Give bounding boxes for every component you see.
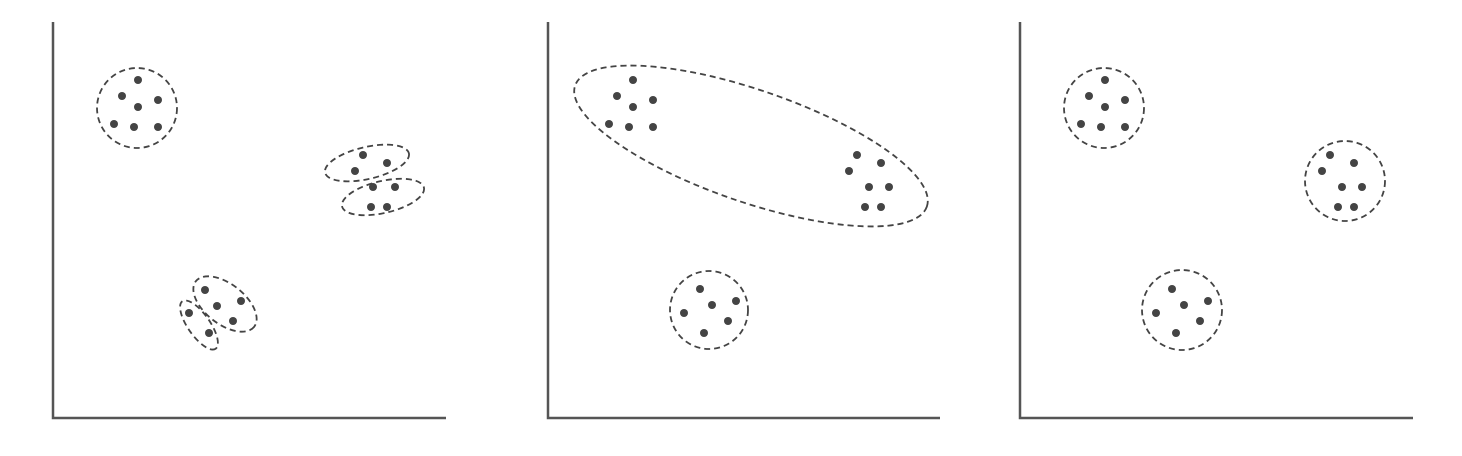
cluster-boundary: [1304, 140, 1386, 222]
point: [1326, 151, 1334, 159]
point: [1085, 92, 1093, 100]
point: [1350, 159, 1358, 167]
cluster-boundary: [341, 177, 425, 217]
point: [700, 329, 708, 337]
point: [605, 120, 613, 128]
point: [649, 123, 657, 131]
point: [110, 120, 118, 128]
cluster-boundary: [179, 299, 219, 351]
point: [1077, 120, 1085, 128]
point: [1152, 309, 1160, 317]
cluster-boundary: [1063, 67, 1145, 149]
axes: [1018, 22, 1413, 420]
point: [383, 203, 391, 211]
cluster-boundary: [1141, 269, 1223, 351]
point: [1196, 317, 1204, 325]
point: [861, 203, 869, 211]
point: [865, 183, 873, 191]
point: [1101, 76, 1109, 84]
cluster-boundary: [324, 143, 410, 183]
point: [237, 297, 245, 305]
point: [118, 92, 126, 100]
panel: [546, 22, 940, 420]
axes: [546, 22, 940, 420]
point: [229, 317, 237, 325]
point: [1172, 329, 1180, 337]
point: [629, 103, 637, 111]
point: [1350, 203, 1358, 211]
point: [134, 76, 142, 84]
point: [708, 301, 716, 309]
point: [613, 92, 621, 100]
point: [1168, 285, 1176, 293]
point: [629, 76, 637, 84]
point: [1121, 123, 1129, 131]
point: [369, 183, 377, 191]
point: [1338, 183, 1346, 191]
point: [367, 203, 375, 211]
point: [1180, 301, 1188, 309]
point: [845, 167, 853, 175]
points: [1077, 76, 1366, 337]
point: [732, 297, 740, 305]
cluster-boundary: [669, 270, 749, 350]
cluster-boundary: [96, 67, 178, 149]
point: [383, 159, 391, 167]
point: [134, 103, 142, 111]
point: [205, 329, 213, 337]
panel: [1018, 22, 1413, 420]
point: [625, 123, 633, 131]
point: [853, 151, 861, 159]
point: [185, 309, 193, 317]
point: [877, 203, 885, 211]
point: [1097, 123, 1105, 131]
axes: [51, 22, 446, 420]
point: [201, 286, 209, 294]
point: [391, 183, 399, 191]
point: [649, 96, 657, 104]
point: [724, 317, 732, 325]
points: [110, 76, 399, 337]
point: [351, 167, 359, 175]
point: [1101, 103, 1109, 111]
point: [154, 96, 162, 104]
point: [885, 183, 893, 191]
point: [1358, 183, 1366, 191]
cluster-boundary: [573, 64, 929, 228]
point: [213, 302, 221, 310]
points: [605, 76, 893, 337]
point: [696, 285, 704, 293]
point: [359, 151, 367, 159]
point: [130, 123, 138, 131]
point: [1204, 297, 1212, 305]
cluster-boundary: [192, 275, 258, 333]
point: [1121, 96, 1129, 104]
point: [877, 159, 885, 167]
point: [680, 309, 688, 317]
point: [1334, 203, 1342, 211]
panel: [51, 22, 446, 420]
point: [154, 123, 162, 131]
point: [1318, 167, 1326, 175]
